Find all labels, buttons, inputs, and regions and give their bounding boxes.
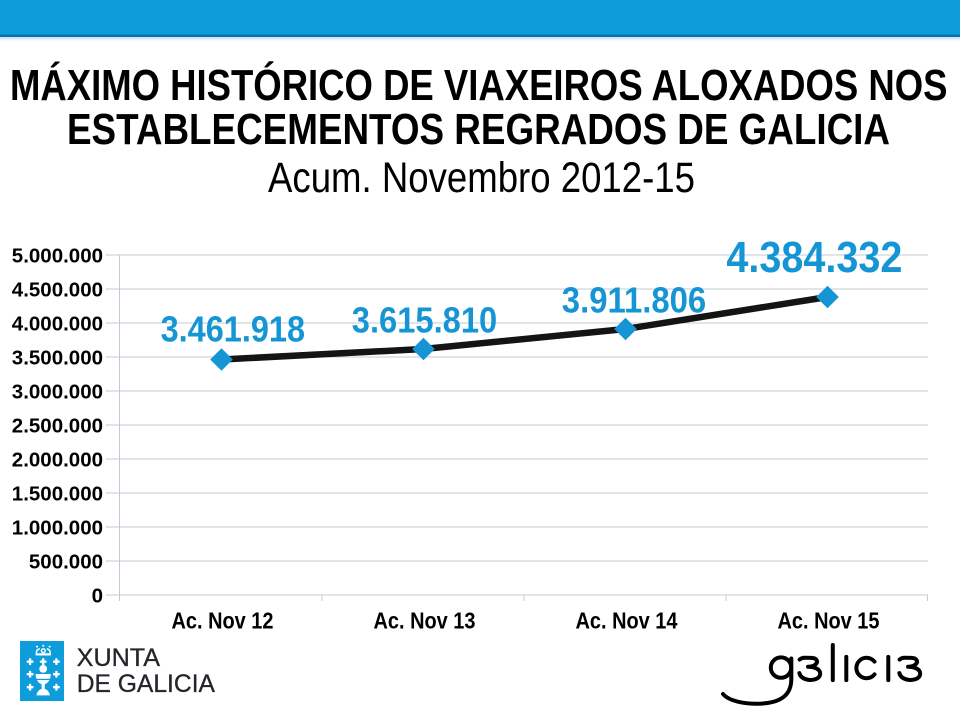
svg-text:1.500.000: 1.500.000 [12, 483, 103, 506]
svg-text:3.911.806: 3.911.806 [562, 280, 706, 321]
svg-text:Ac. Nov 12: Ac. Nov 12 [172, 608, 274, 634]
svg-text:1.000.000: 1.000.000 [12, 517, 103, 540]
svg-text:3.500.000: 3.500.000 [12, 347, 103, 370]
svg-text:4.000.000: 4.000.000 [12, 313, 103, 336]
svg-text:3.000.000: 3.000.000 [12, 381, 103, 404]
svg-text:3.615.810: 3.615.810 [352, 300, 497, 341]
svg-text:DE GALICIA: DE GALICIA [77, 670, 216, 698]
svg-text:2.500.000: 2.500.000 [12, 415, 103, 438]
svg-text:4.500.000: 4.500.000 [12, 279, 103, 302]
svg-text:XUNTA: XUNTA [77, 644, 161, 672]
svg-text:4.384.332: 4.384.332 [726, 233, 902, 282]
svg-text:Ac. Nov 15: Ac. Nov 15 [778, 608, 880, 634]
svg-text:2.000.000: 2.000.000 [12, 449, 103, 472]
svg-text:Ac. Nov 14: Ac. Nov 14 [576, 608, 678, 634]
svg-text:5.000.000: 5.000.000 [12, 245, 103, 268]
svg-text:3.461.918: 3.461.918 [161, 309, 305, 350]
svg-text:0: 0 [92, 585, 103, 608]
svg-text:Acum. Novembro 2012-15: Acum. Novembro 2012-15 [268, 154, 695, 202]
svg-text:ESTABLECEMENTOS REGRADOS DE GA: ESTABLECEMENTOS REGRADOS DE GALICIA [67, 105, 890, 154]
svg-text:MÁXIMO HISTÓRICO DE VIAXEIROS: MÁXIMO HISTÓRICO DE VIAXEIROS ALOXADOS N… [10, 60, 948, 110]
svg-text:500.000: 500.000 [29, 551, 103, 574]
svg-text:Ac. Nov 13: Ac. Nov 13 [374, 608, 476, 634]
